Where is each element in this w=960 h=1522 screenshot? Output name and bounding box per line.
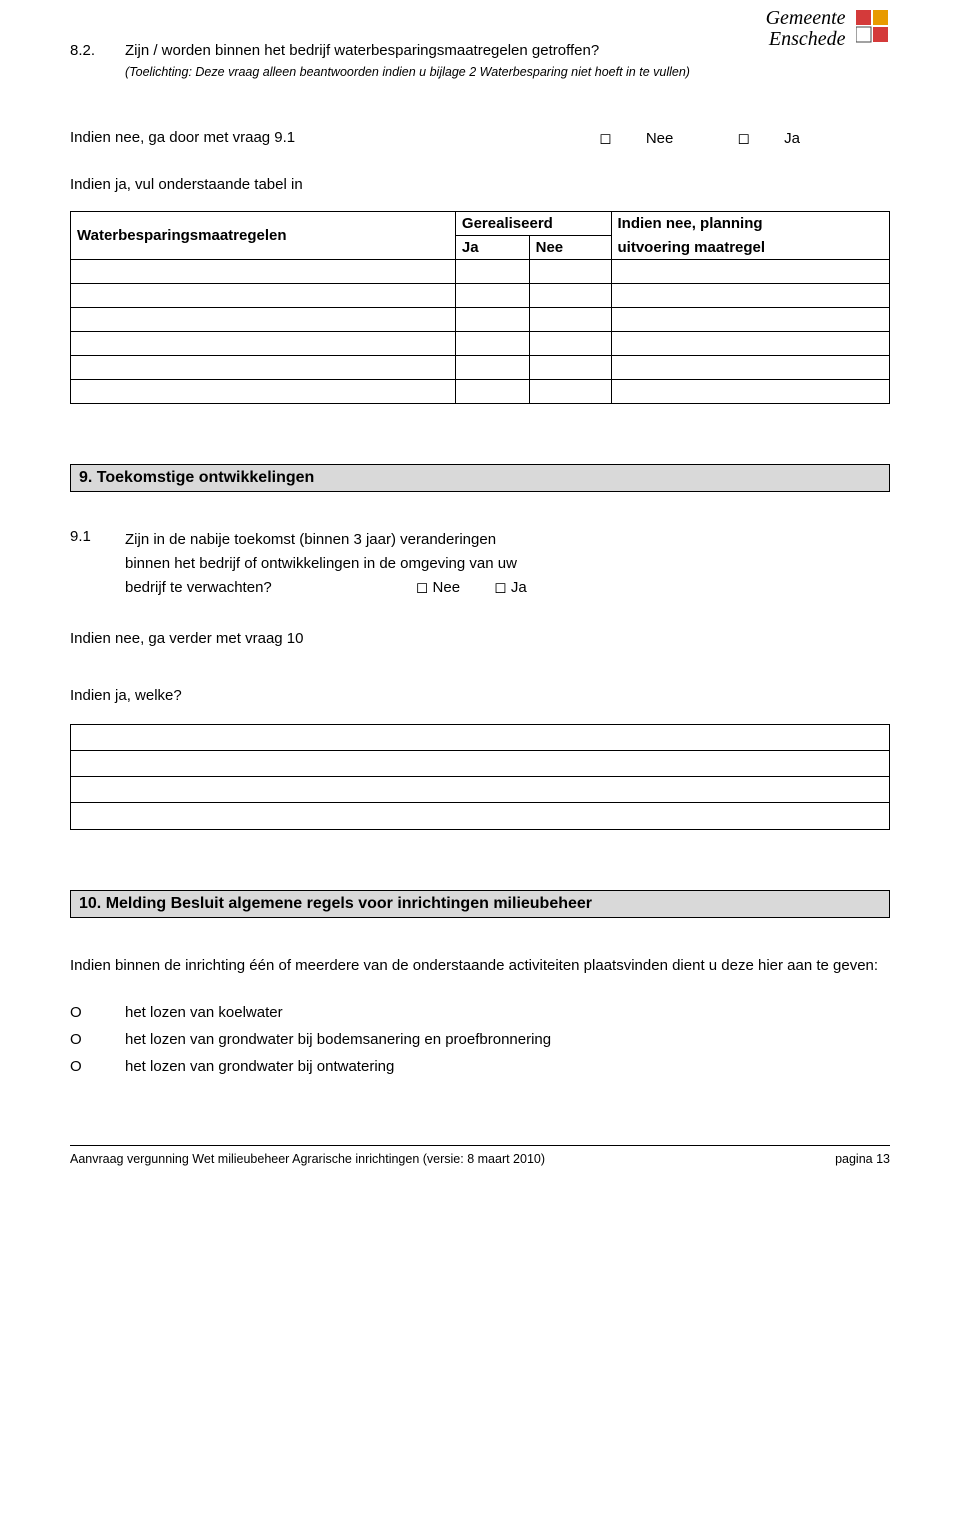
option-nee: Nee — [646, 130, 674, 147]
list-item: Ο het lozen van koelwater — [70, 1004, 890, 1021]
logo-mark-icon — [856, 10, 890, 49]
q91-yes-line: Indien ja, welke? — [70, 687, 890, 704]
col-planning-2: uitvoering maatregel — [611, 236, 889, 260]
bullet-text: het lozen van grondwater bij bodemsaneri… — [125, 1031, 551, 1048]
q91-answer-lines[interactable] — [70, 724, 890, 830]
option-nee: Nee — [433, 579, 461, 596]
page-footer: Aanvraag vergunning Wet milieubeheer Agr… — [70, 1145, 890, 1166]
table-row[interactable] — [71, 356, 890, 380]
q91-skip: Indien nee, ga verder met vraag 10 — [70, 630, 890, 647]
radio-icon[interactable]: Ο — [70, 1058, 125, 1075]
section-10-intro: Indien binnen de inrichting één of meerd… — [70, 954, 890, 978]
col-nee: Nee — [529, 236, 611, 260]
option-ja: Ja — [511, 579, 527, 596]
list-item: Ο het lozen van grondwater bij ontwateri… — [70, 1058, 890, 1075]
q82-number: 8.2. — [70, 42, 125, 59]
water-saving-table: Waterbesparingsmaatregelen Gerealiseerd … — [70, 211, 890, 404]
table-row[interactable] — [71, 260, 890, 284]
checkbox-icon[interactable]: ◻ — [494, 576, 506, 600]
q91-number: 9.1 — [70, 528, 125, 545]
checkbox-icon[interactable]: ◻ — [416, 576, 428, 600]
col-ja: Ja — [455, 236, 529, 260]
q91-l1: Zijn in de nabije toekomst (binnen 3 jaa… — [125, 531, 496, 548]
q91-options: ◻ Nee ◻ Ja — [416, 576, 527, 600]
q91-l3: bedrijf te verwachten? — [125, 579, 272, 596]
table-row[interactable] — [71, 332, 890, 356]
list-item: Ο het lozen van grondwater bij bodemsane… — [70, 1031, 890, 1048]
section-9-header: 9. Toekomstige ontwikkelingen — [70, 464, 890, 492]
municipality-logo: Gemeente Enschede — [766, 8, 890, 50]
col-gerealiseerd: Gerealiseerd — [455, 212, 611, 236]
table-row[interactable] — [71, 308, 890, 332]
table-row[interactable] — [71, 380, 890, 404]
section-10-bullets: Ο het lozen van koelwater Ο het lozen va… — [70, 1004, 890, 1075]
logo-line1: Gemeente — [766, 7, 846, 29]
bullet-text: het lozen van koelwater — [125, 1004, 283, 1021]
col-maatregelen: Waterbesparingsmaatregelen — [71, 212, 456, 260]
q91-l2: binnen het bedrijf of ontwikkelingen in … — [125, 555, 517, 572]
question-9-1: 9.1 Zijn in de nabije toekomst (binnen 3… — [70, 528, 890, 600]
checkbox-icon[interactable]: ◻ — [599, 129, 611, 147]
table-row[interactable] — [71, 284, 890, 308]
footer-left: Aanvraag vergunning Wet milieubeheer Agr… — [70, 1152, 545, 1166]
option-ja: Ja — [784, 130, 800, 147]
checkbox-icon[interactable]: ◻ — [738, 129, 750, 147]
q82-text: Zijn / worden binnen het bedrijf waterbe… — [125, 42, 599, 59]
q82-yes-line: Indien ja, vul onderstaande tabel in — [70, 176, 890, 193]
footer-right: pagina 13 — [835, 1152, 890, 1166]
radio-icon[interactable]: Ο — [70, 1031, 125, 1048]
logo-line2: Enschede — [769, 28, 846, 50]
q82-hint: (Toelichting: Deze vraag alleen beantwoo… — [125, 65, 890, 79]
radio-icon[interactable]: Ο — [70, 1004, 125, 1021]
bullet-text: het lozen van grondwater bij ontwatering — [125, 1058, 394, 1075]
col-planning-1: Indien nee, planning — [611, 212, 889, 236]
section-10-header: 10. Melding Besluit algemene regels voor… — [70, 890, 890, 918]
